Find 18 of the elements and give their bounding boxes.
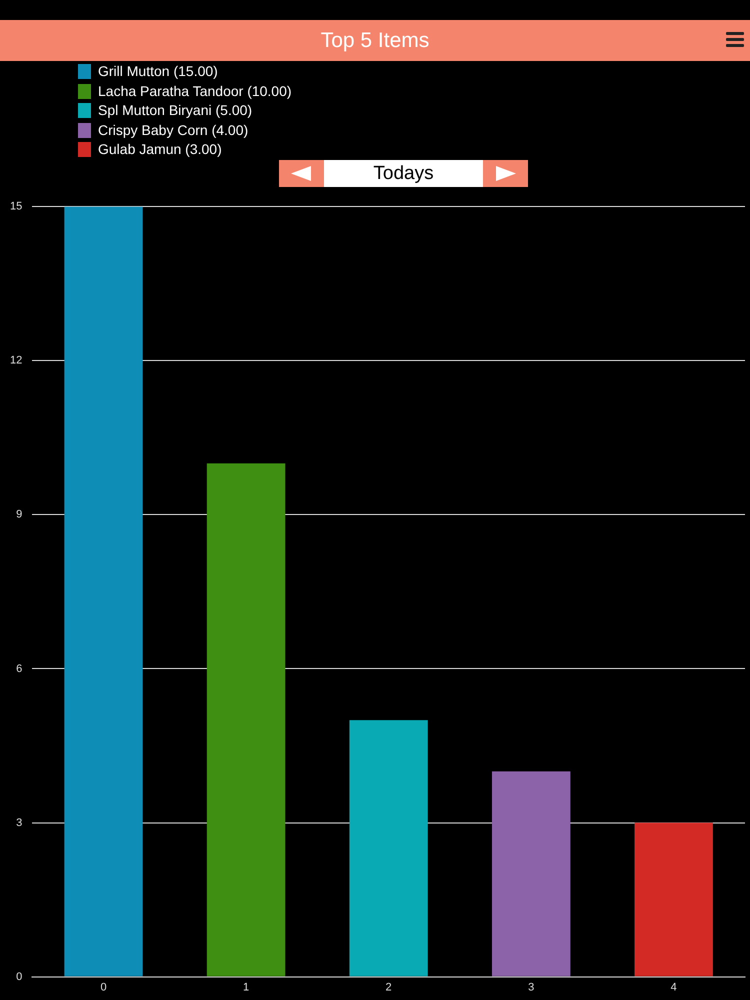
legend-label: Crispy Baby Corn (4.00): [98, 120, 248, 140]
y-tick-label: 0: [16, 970, 22, 983]
y-tick-label: 9: [16, 508, 22, 521]
x-tick-label: 2: [386, 981, 392, 994]
legend-label: Gulab Jamun (3.00): [98, 140, 222, 159]
y-tick-label: 6: [16, 662, 22, 675]
y-tick-label: 3: [16, 816, 22, 829]
y-tick-label: 15: [10, 200, 22, 213]
x-tick-label: 4: [670, 981, 677, 994]
x-tick-label: 1: [243, 981, 250, 994]
legend-label: Lacha Paratha Tandoor (10.00): [98, 82, 292, 101]
x-tick-label: 3: [528, 981, 534, 994]
chart-subtitle: Todays: [372, 163, 435, 185]
legend-label: Spl Mutton Biryani (5.00): [98, 101, 252, 120]
legend-label: Grill Mutton (15.00): [98, 62, 218, 81]
y-tick-label: 12: [10, 354, 22, 367]
chart-title: Top 5 Items: [320, 29, 430, 53]
x-tick-label: 0: [100, 981, 107, 994]
